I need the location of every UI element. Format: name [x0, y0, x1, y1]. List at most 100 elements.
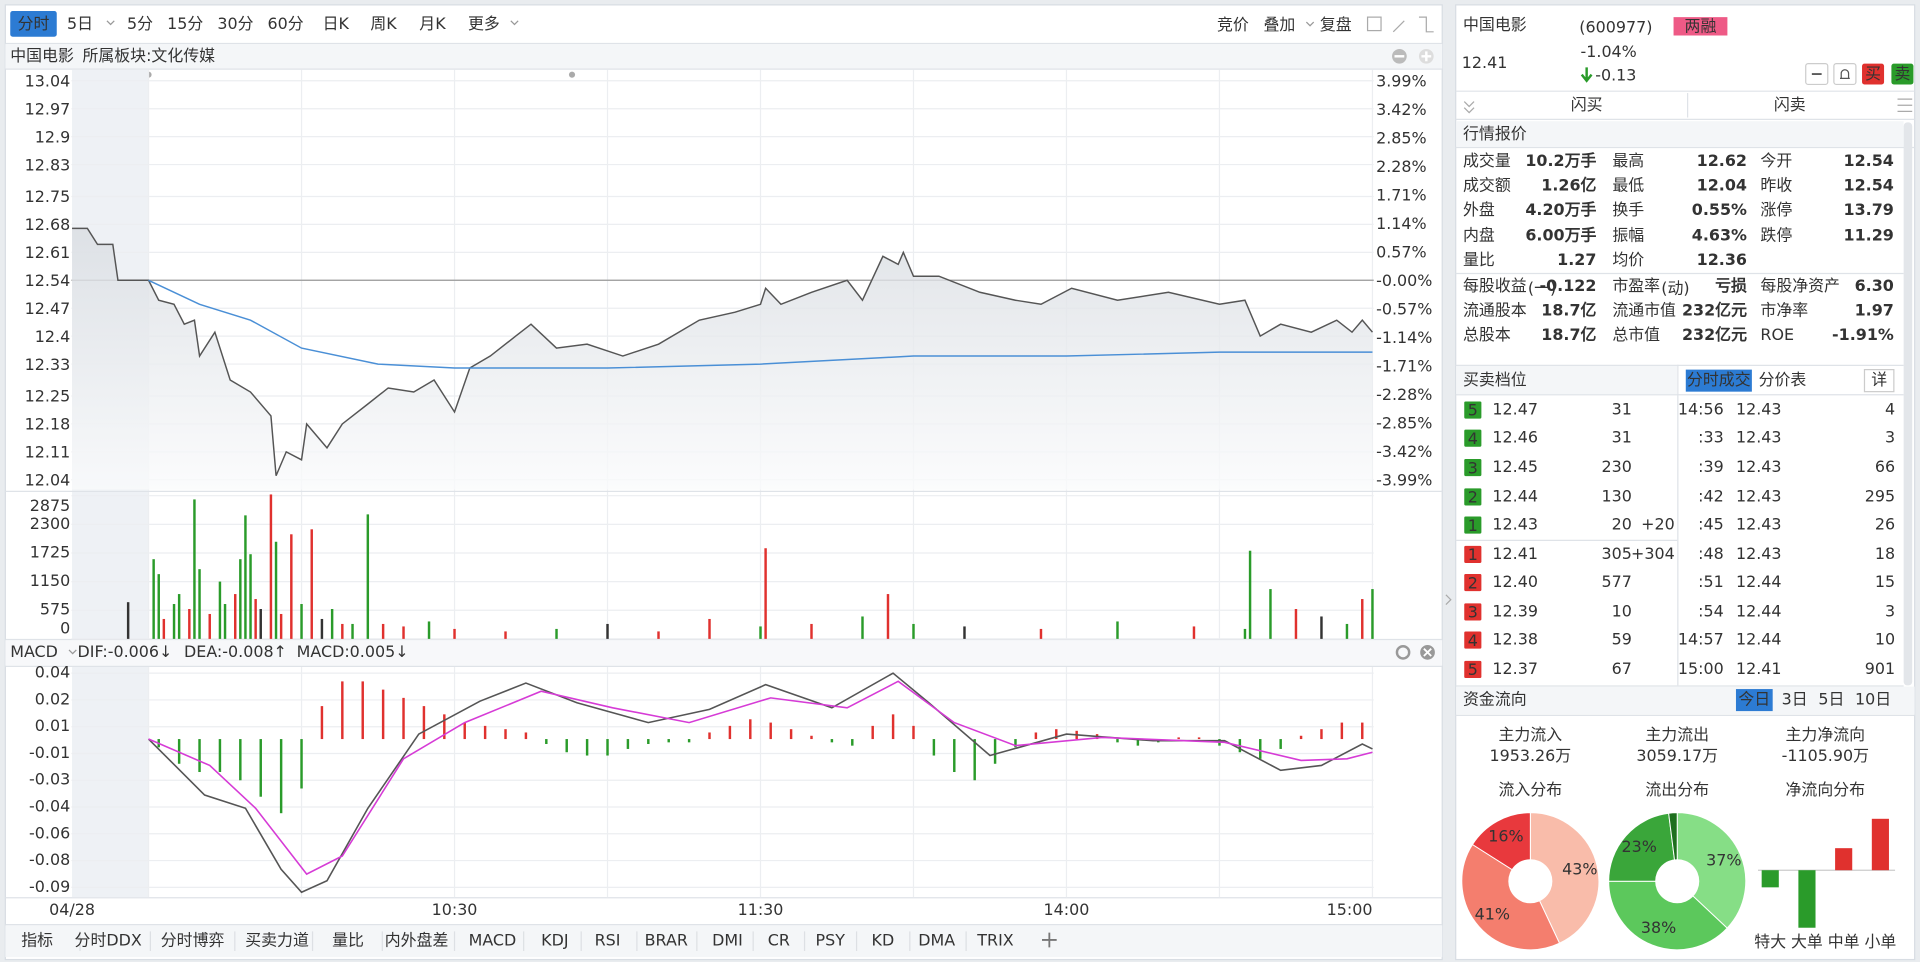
period-tab[interactable]: 分时 [18, 14, 50, 33]
down-arrow [1580, 67, 1593, 83]
pie-hole [1655, 859, 1700, 904]
period-tab[interactable]: 周K [370, 14, 397, 33]
macd-bar [5, 640, 1443, 666]
price-line [72, 227, 1374, 477]
macd-bar [667, 739, 670, 743]
collapse-arrow[interactable] [1445, 594, 1452, 606]
y-tick-label: 1150 [30, 571, 70, 590]
y2-tick-label: 3.99% [1376, 72, 1427, 91]
indicator-tab[interactable]: 分时DDX [75, 931, 142, 950]
period-tab[interactable]: 5日 [67, 14, 93, 33]
legend-entry: DIF:-0.006↓ [78, 642, 173, 661]
cell-value: 12.04 [1697, 176, 1747, 195]
indicator-tab[interactable]: 买卖力道 [245, 931, 309, 950]
cell-value: 12.54 [1844, 151, 1894, 170]
net-bar [1761, 870, 1779, 888]
book-change: +304 [1631, 544, 1675, 563]
period-tab[interactable]: 5分 [127, 14, 153, 33]
tool-button[interactable]: 叠加 [1264, 15, 1296, 34]
pie-label: 41% [1475, 904, 1510, 923]
period-tab[interactable]: 30分 [217, 14, 253, 33]
pie-title: 流出分布 [1645, 780, 1709, 799]
flow-tab[interactable]: 今日 [1738, 690, 1770, 709]
sell-button[interactable]: 卖 [1894, 64, 1910, 83]
volume-bar [606, 623, 609, 639]
indicator-tab[interactable]: RSI [595, 931, 621, 950]
period-tab[interactable]: 日K [323, 14, 350, 33]
stock-bar [5, 44, 1443, 69]
indicator-tab[interactable]: TRIX [976, 931, 1013, 950]
quote-panel [1455, 4, 1916, 961]
flash-sell[interactable]: 闪卖 [1774, 95, 1806, 114]
volume-bar [912, 623, 915, 639]
book-price: 12.37 [1492, 659, 1538, 678]
flow-tab[interactable]: 5日 [1818, 690, 1844, 709]
x-tick-label: 04/28 [49, 900, 95, 919]
period-tab[interactable]: 更多 [468, 14, 500, 33]
tool-icons[interactable] [1366, 16, 1434, 33]
trade-volume: 26 [1875, 515, 1895, 534]
trade-price: 12.41 [1736, 659, 1782, 678]
indicator-tab[interactable]: KDJ [541, 931, 568, 950]
indicator-tab[interactable]: CR [768, 931, 790, 950]
volume-bar [341, 623, 344, 639]
period-tab[interactable]: 60分 [268, 14, 304, 33]
indicator-tab[interactable]: MACD [469, 931, 517, 950]
trade-time: 14:56 [1678, 400, 1724, 419]
trade-time: :48 [1698, 544, 1724, 563]
volume-bar [366, 514, 370, 639]
section-bg [1456, 121, 1904, 147]
volume-bar [188, 609, 191, 639]
macd-bar [279, 739, 283, 814]
panel-menu[interactable] [1463, 98, 1913, 114]
level: 3 [1468, 603, 1478, 622]
flash-buy[interactable]: 闪买 [1571, 95, 1603, 114]
cell-label: 每股净资产 [1760, 276, 1840, 295]
trade-tab[interactable]: 分时成交 [1687, 370, 1751, 389]
quote-tag: 两融 [1685, 16, 1717, 35]
cell-value: 12.62 [1697, 151, 1747, 170]
volume-bar [330, 609, 334, 639]
flow-tab[interactable]: 3日 [1782, 690, 1808, 709]
macd-line [147, 672, 1373, 894]
period-tab[interactable]: 15分 [167, 14, 203, 33]
book-volume: 577 [1602, 572, 1632, 591]
indicator-tab[interactable]: 指标 [21, 931, 53, 950]
y-tick-label: 2300 [30, 514, 70, 533]
indicator-tab[interactable]: 量比 [332, 931, 364, 950]
detail-bg[interactable] [1863, 369, 1895, 393]
level-badge [1464, 631, 1482, 649]
section-title: 行情报价 [1463, 124, 1527, 143]
indicator-tab[interactable]: KD [872, 931, 895, 950]
indicator-tab[interactable]: DMI [712, 931, 743, 950]
quote-change: -0.13 [1595, 65, 1636, 84]
macd-bar [361, 681, 364, 740]
trade-volume: 3 [1885, 428, 1895, 447]
trade-tab[interactable]: 分价表 [1759, 370, 1807, 389]
quote-buttons[interactable] [1805, 63, 1914, 86]
indicator-tab[interactable]: BRAR [645, 931, 688, 950]
cell-label: 振幅 [1612, 226, 1644, 245]
cell-value: 18.7亿 [1541, 300, 1596, 319]
period-tab[interactable]: 月K [419, 14, 446, 33]
indicator-tab[interactable]: 分时博弈 [161, 931, 225, 950]
macd-bar [443, 714, 446, 740]
volume-bar [861, 616, 864, 639]
tool-button[interactable]: 竞价 [1217, 15, 1249, 34]
macd-bar [789, 729, 793, 740]
trade-volume: 15 [1875, 572, 1895, 591]
volume-bar [208, 613, 211, 639]
detail-button[interactable]: 详 [1871, 370, 1887, 389]
y2-tick-label: 3.42% [1376, 100, 1427, 119]
indicator-tab[interactable]: 内外盘差 [385, 931, 449, 950]
net-bar [1798, 870, 1816, 928]
buy-button[interactable]: 买 [1865, 64, 1881, 83]
tool-button[interactable]: 复盘 [1320, 15, 1352, 34]
trade-time: :54 [1698, 601, 1724, 620]
indicator-tab[interactable]: PSY [816, 931, 846, 950]
cell-sub: (动) [1661, 278, 1689, 297]
indicator-tab[interactable]: DMA [918, 931, 955, 950]
scrollbar[interactable] [1903, 122, 1913, 686]
add-indicator[interactable] [1042, 932, 1057, 948]
flow-tab[interactable]: 10日 [1855, 690, 1891, 709]
